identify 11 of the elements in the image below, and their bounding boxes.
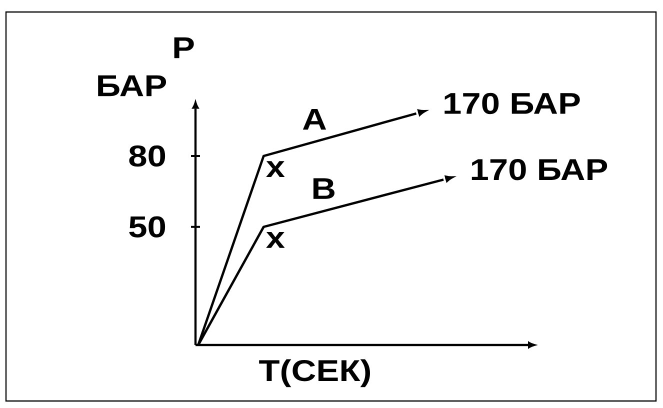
series-label: A: [302, 108, 326, 130]
data-label: x: [266, 232, 285, 248]
y-tick-label: 80: [129, 145, 166, 167]
y-axis-title: P: [174, 37, 194, 58]
y-tick-label: 50: [129, 216, 166, 238]
x-axis-title: T(СЕК): [259, 359, 370, 388]
annotation: 170 БАР: [472, 158, 608, 180]
data-label: x: [266, 161, 285, 177]
annotation: 170 БАР: [444, 92, 580, 114]
text: БАР: [98, 75, 166, 96]
series-label: B: [313, 178, 334, 199]
